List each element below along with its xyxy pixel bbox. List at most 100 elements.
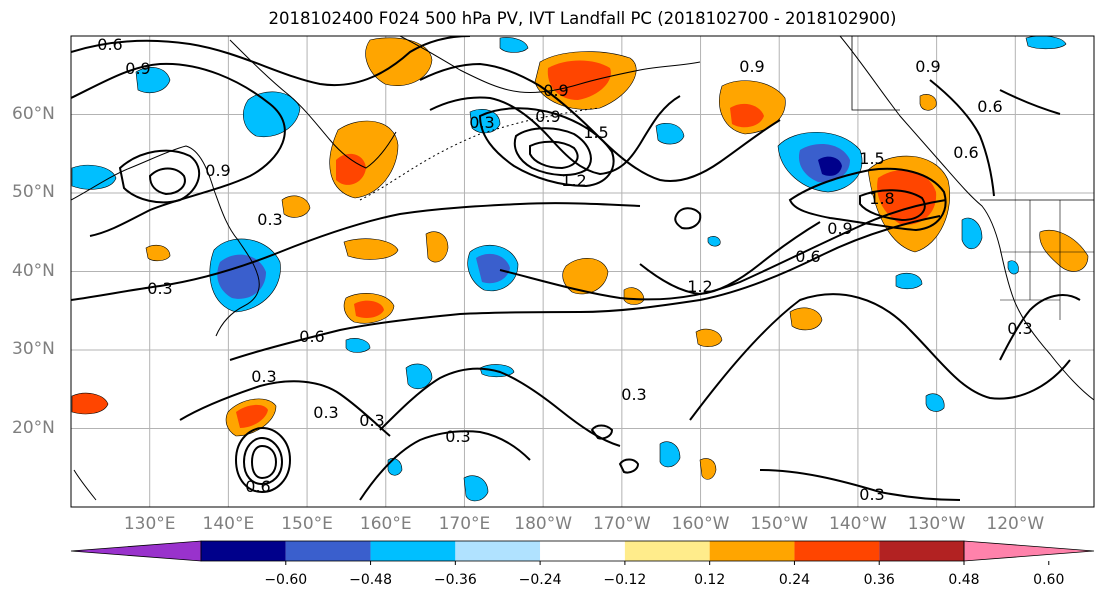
- colorbar-segment: [709, 541, 795, 561]
- contour-0.3-south-2: [379, 367, 621, 447]
- latitude-label: 30°N: [12, 339, 55, 359]
- colorbar-segment: [285, 541, 371, 561]
- coastline-philippines: [73, 469, 97, 501]
- coastline-north-america: [839, 36, 1094, 401]
- contour-0.3-east-low: [759, 469, 961, 501]
- contour-small-loop-1: [674, 207, 702, 230]
- warm-blob-east-small: [789, 307, 823, 331]
- colorbar-segment: [624, 541, 710, 561]
- contour-label: 1.5: [859, 149, 884, 168]
- warm-blob-central-1: [562, 258, 609, 295]
- colorbar-outline: [200, 540, 965, 562]
- map-title: 2018102400 F024 500 hPa PV, IVT Landfall…: [268, 9, 897, 28]
- contour-small-loop-2: [590, 424, 614, 440]
- cool-blob-south-4: [659, 441, 681, 468]
- longitude-label: 130°E: [123, 514, 176, 534]
- longitude-label: 160°W: [671, 514, 730, 534]
- contour-label: 0.9: [205, 161, 230, 180]
- longitude-label: 120°W: [986, 514, 1045, 534]
- contour-0.9-trough: [478, 107, 615, 188]
- cool-blob-alaska: [499, 37, 529, 53]
- cool-blob-east-1: [895, 272, 923, 290]
- colorbar-tick-label: −0.36: [433, 572, 477, 588]
- cool-blob-north-central: [469, 109, 501, 134]
- contour-label: 0.3: [1007, 319, 1032, 338]
- contour-1.5-trough: [529, 140, 579, 170]
- contour-label: 0.3: [859, 485, 884, 504]
- contour-label: 0.9: [739, 57, 764, 76]
- longitude-label: 140°W: [829, 514, 887, 534]
- longitude-label: 150°W: [750, 514, 809, 534]
- contour-1.8-east: [859, 189, 926, 222]
- contour-0.6-east: [929, 79, 1061, 197]
- contour-small-loop-3: [618, 458, 640, 474]
- latitude-label: 40°N: [12, 260, 55, 281]
- warm-blob-far-west: [71, 392, 109, 415]
- longitude-label: 130°W: [907, 514, 966, 534]
- coastlines: [71, 36, 1094, 501]
- warm-blob-pilot-6: [919, 94, 937, 111]
- contour-label: 0.9: [543, 81, 568, 100]
- contour-label: 0.3: [359, 411, 384, 430]
- colorbar-extend-max: [963, 540, 1095, 562]
- coastline-asia: [71, 145, 260, 337]
- colorbar-tick-label: −0.60: [264, 572, 308, 588]
- contour-1.2-mid: [639, 221, 821, 296]
- cool-blob-pacific-nw-deep: [818, 156, 842, 176]
- warm-blob-central-2-core: [354, 300, 384, 318]
- shaded-anomalies: [71, 36, 1089, 502]
- latitude-label: 50°N: [12, 182, 55, 202]
- contour-label: 0.3: [621, 385, 646, 404]
- contour-0.3-east-right: [999, 294, 1081, 361]
- coastline-alaska: [399, 36, 701, 93]
- border-alaska-canada: [851, 36, 900, 111]
- contour-0.3-south-3: [359, 430, 531, 501]
- cool-blob-west-low: [345, 338, 371, 353]
- contour-label: 0.9: [125, 59, 150, 78]
- cool-blob-south-1: [405, 363, 433, 390]
- contour-label: 1.8: [869, 189, 894, 208]
- warm-blob-southwest-core: [236, 404, 268, 428]
- longitude-label: 180°W: [514, 514, 573, 534]
- contour-0.9-northwest: [71, 62, 286, 237]
- contour-label: 0.9: [915, 57, 940, 76]
- longitude-label: 150°E: [281, 514, 333, 534]
- latitude-label: 60°N: [12, 103, 55, 124]
- contour-label: 0.3: [313, 403, 338, 422]
- colorbar: [70, 540, 1095, 565]
- longitude-label: 170°W: [592, 514, 651, 534]
- cool-blob-east-3: [961, 217, 983, 250]
- warm-blob-pilot-4: [695, 328, 723, 347]
- state-borders: [1000, 200, 1094, 320]
- colorbar-tick-label: 0.36: [863, 572, 895, 588]
- warm-blob-pilot-5: [699, 458, 717, 480]
- warm-blob-pilot-1: [425, 231, 449, 263]
- cool-blob-tiny-3: [1007, 260, 1019, 275]
- colorbar-tick-label: 0.60: [1033, 572, 1065, 588]
- warm-anomalies: [71, 37, 1089, 480]
- contour-label: 0.6: [97, 35, 122, 54]
- contour-label: 0.6: [953, 143, 978, 162]
- contour-0.9-mid: [499, 199, 947, 301]
- contour-0.6-south-rings: [234, 426, 292, 494]
- colorbar-tick-label: 0.48: [948, 572, 980, 588]
- contour-1.2-trough: [513, 127, 592, 176]
- contour-label: 1.2: [687, 277, 712, 296]
- contour-label: 0.9: [827, 219, 852, 238]
- contour-label: 0.6: [299, 327, 324, 346]
- colorbar-segment: [455, 541, 541, 561]
- contour-0.6-trough: [429, 95, 681, 176]
- longitude-label: 160°E: [359, 514, 412, 534]
- cool-blob-far-west-mid: [71, 165, 117, 190]
- contour-0.9-south-rings: [242, 436, 284, 486]
- colorbar-tick-label: 0.24: [778, 572, 811, 588]
- colorbar-tick-label: −0.48: [349, 572, 392, 588]
- contour-0.3-main: [71, 202, 641, 301]
- colorbar-tick-label: −0.24: [518, 572, 562, 588]
- cool-blob-east-2: [925, 393, 945, 412]
- contour-label: 0.3: [257, 210, 282, 229]
- contour-label: 0.3: [445, 427, 470, 446]
- cool-blob-gulf-west: [655, 123, 685, 145]
- warm-blob-alaska-gulf-core: [547, 60, 611, 100]
